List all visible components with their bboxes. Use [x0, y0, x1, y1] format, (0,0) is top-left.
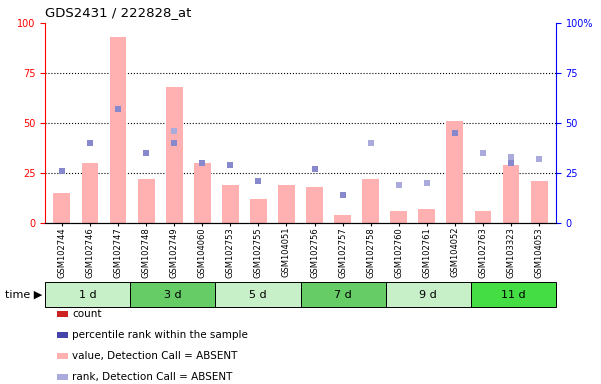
Bar	[471, 282, 556, 307]
Text: 5 d: 5 d	[249, 290, 267, 300]
Bar	[250, 199, 267, 223]
Bar	[502, 165, 519, 223]
Text: 1 d: 1 d	[79, 290, 96, 300]
Text: time ▶: time ▶	[5, 290, 42, 300]
Text: percentile rank within the sample: percentile rank within the sample	[72, 330, 248, 340]
Bar	[362, 179, 379, 223]
Bar	[109, 37, 126, 223]
Bar	[130, 282, 215, 307]
Bar	[334, 215, 351, 223]
Bar	[166, 87, 183, 223]
Text: value, Detection Call = ABSENT: value, Detection Call = ABSENT	[72, 351, 237, 361]
Bar	[215, 282, 300, 307]
Bar	[386, 282, 471, 307]
Text: GDS2431 / 222828_at: GDS2431 / 222828_at	[45, 6, 192, 19]
Bar	[418, 209, 435, 223]
Bar	[531, 181, 548, 223]
Bar	[306, 187, 323, 223]
Bar	[278, 185, 295, 223]
Bar	[475, 211, 492, 223]
Bar	[45, 282, 130, 307]
Text: rank, Detection Call = ABSENT: rank, Detection Call = ABSENT	[72, 372, 233, 382]
Text: count: count	[72, 309, 102, 319]
Bar	[390, 211, 407, 223]
Text: 7 d: 7 d	[334, 290, 352, 300]
Bar	[447, 121, 463, 223]
Bar	[82, 163, 99, 223]
Bar	[138, 179, 154, 223]
Bar	[53, 193, 70, 223]
Bar	[300, 282, 386, 307]
Text: 11 d: 11 d	[501, 290, 526, 300]
Bar	[222, 185, 239, 223]
Bar	[194, 163, 211, 223]
Text: 9 d: 9 d	[419, 290, 437, 300]
Text: 3 d: 3 d	[164, 290, 182, 300]
